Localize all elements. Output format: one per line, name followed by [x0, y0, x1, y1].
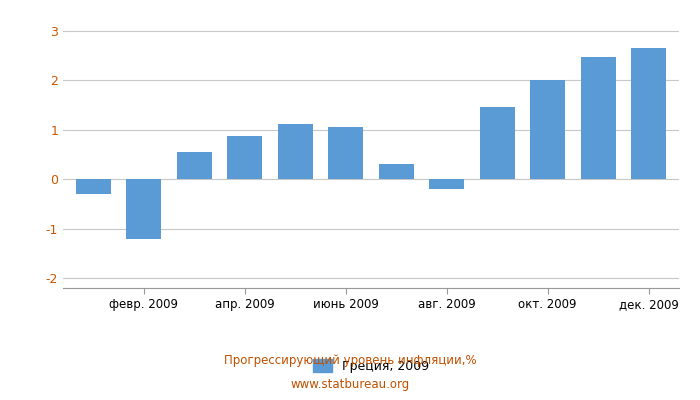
Bar — [580, 57, 616, 179]
Bar — [176, 152, 212, 179]
Bar — [328, 127, 363, 179]
Text: www.statbureau.org: www.statbureau.org — [290, 378, 410, 391]
Legend: Греция, 2009: Греция, 2009 — [308, 354, 434, 378]
Bar — [227, 136, 262, 179]
Bar — [126, 179, 162, 238]
Bar — [530, 80, 566, 179]
Bar — [278, 124, 313, 179]
Bar — [429, 179, 464, 189]
Bar — [480, 108, 515, 179]
Bar — [631, 48, 666, 179]
Bar — [76, 179, 111, 194]
Bar — [379, 164, 414, 179]
Text: Прогрессирующий уровень инфляции,%: Прогрессирующий уровень инфляции,% — [224, 354, 476, 367]
